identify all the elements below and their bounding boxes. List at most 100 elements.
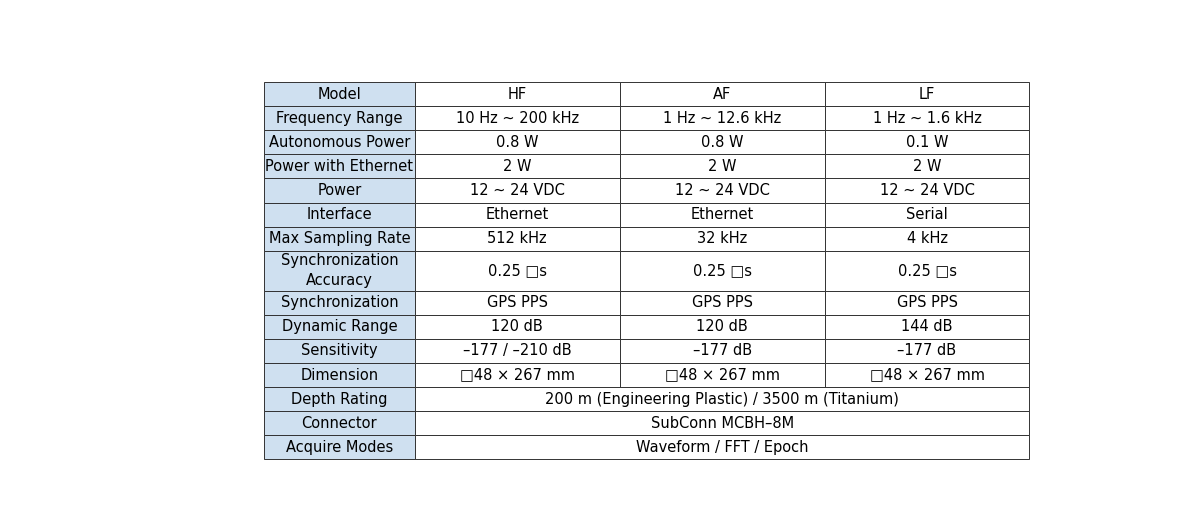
Bar (264, 411, 415, 435)
Bar (415, 202, 620, 227)
Text: Dynamic Range: Dynamic Range (282, 319, 397, 334)
Bar (415, 227, 620, 251)
Bar (620, 339, 825, 363)
Text: 10 Hz ~ 200 kHz: 10 Hz ~ 200 kHz (456, 111, 578, 126)
Bar (415, 130, 620, 154)
Bar (415, 435, 1029, 460)
Bar (825, 130, 1029, 154)
Bar (264, 315, 415, 339)
Bar (825, 315, 1029, 339)
Text: □48 × 267 mm: □48 × 267 mm (459, 367, 575, 383)
Bar (620, 227, 825, 251)
Bar (264, 179, 415, 202)
Text: Frequency Range: Frequency Range (276, 111, 402, 126)
Text: 144 dB: 144 dB (901, 319, 953, 334)
Bar (264, 387, 415, 411)
Bar (620, 202, 825, 227)
Bar (415, 106, 620, 130)
Bar (825, 227, 1029, 251)
Text: Depth Rating: Depth Rating (292, 392, 388, 407)
Text: SubConn MCBH–8M: SubConn MCBH–8M (651, 416, 794, 431)
Bar (825, 202, 1029, 227)
Text: GPS PPS: GPS PPS (896, 295, 958, 310)
Text: Dimension: Dimension (300, 367, 378, 383)
Text: AF: AF (713, 86, 732, 102)
Text: Interface: Interface (307, 207, 372, 222)
Bar (620, 315, 825, 339)
Bar (415, 154, 620, 179)
Bar (264, 435, 415, 460)
Text: Synchronization: Synchronization (281, 295, 399, 310)
Text: 32 kHz: 32 kHz (697, 231, 747, 246)
Text: 12 ~ 24 VDC: 12 ~ 24 VDC (879, 183, 975, 198)
Bar (264, 202, 415, 227)
Text: Ethernet: Ethernet (486, 207, 549, 222)
Bar (620, 82, 825, 106)
Text: HF: HF (508, 86, 527, 102)
Bar (264, 106, 415, 130)
Text: 120 dB: 120 dB (491, 319, 543, 334)
Bar (620, 251, 825, 290)
Text: 2 W: 2 W (708, 159, 737, 174)
Bar (825, 106, 1029, 130)
Bar (264, 82, 415, 106)
Text: –177 / –210 dB: –177 / –210 dB (463, 343, 571, 358)
Bar (415, 251, 620, 290)
Text: Waveform / FFT / Epoch: Waveform / FFT / Epoch (635, 440, 808, 455)
Bar (620, 363, 825, 387)
Text: 12 ~ 24 VDC: 12 ~ 24 VDC (675, 183, 770, 198)
Text: Model: Model (318, 86, 362, 102)
Bar (264, 363, 415, 387)
Bar (620, 290, 825, 315)
Text: Acquire Modes: Acquire Modes (286, 440, 393, 455)
Bar (825, 339, 1029, 363)
Bar (415, 82, 620, 106)
Bar (620, 154, 825, 179)
Bar (264, 130, 415, 154)
Text: 0.25 □s: 0.25 □s (488, 263, 546, 278)
Bar (415, 339, 620, 363)
Text: Power: Power (318, 183, 362, 198)
Text: 120 dB: 120 dB (696, 319, 749, 334)
Text: –177 dB: –177 dB (693, 343, 752, 358)
Bar (825, 82, 1029, 106)
Text: 2 W: 2 W (913, 159, 941, 174)
Bar (264, 290, 415, 315)
Text: 1 Hz ~ 1.6 kHz: 1 Hz ~ 1.6 kHz (872, 111, 982, 126)
Text: 12 ~ 24 VDC: 12 ~ 24 VDC (470, 183, 565, 198)
Text: –177 dB: –177 dB (897, 343, 957, 358)
Text: 0.8 W: 0.8 W (701, 135, 744, 150)
Bar (415, 315, 620, 339)
Bar (825, 251, 1029, 290)
Bar (415, 179, 620, 202)
Text: 1 Hz ~ 12.6 kHz: 1 Hz ~ 12.6 kHz (663, 111, 782, 126)
Text: 0.25 □s: 0.25 □s (693, 263, 752, 278)
Bar (264, 227, 415, 251)
Text: LF: LF (919, 86, 935, 102)
Text: 200 m (Engineering Plastic) / 3500 m (Titanium): 200 m (Engineering Plastic) / 3500 m (Ti… (545, 392, 900, 407)
Bar (825, 363, 1029, 387)
Text: 2 W: 2 W (503, 159, 532, 174)
Text: 4 kHz: 4 kHz (907, 231, 947, 246)
Text: Max Sampling Rate: Max Sampling Rate (269, 231, 411, 246)
Text: 512 kHz: 512 kHz (488, 231, 547, 246)
Text: □48 × 267 mm: □48 × 267 mm (870, 367, 984, 383)
Text: 0.8 W: 0.8 W (496, 135, 539, 150)
Text: Autonomous Power: Autonomous Power (269, 135, 411, 150)
Bar (415, 387, 1029, 411)
Bar (825, 154, 1029, 179)
Bar (825, 179, 1029, 202)
Text: Connector: Connector (301, 416, 377, 431)
Bar (620, 130, 825, 154)
Bar (825, 290, 1029, 315)
Bar (415, 290, 620, 315)
Text: Sensitivity: Sensitivity (301, 343, 377, 358)
Text: 0.1 W: 0.1 W (906, 135, 948, 150)
Text: GPS PPS: GPS PPS (691, 295, 752, 310)
Text: Serial: Serial (906, 207, 948, 222)
Text: 0.25 □s: 0.25 □s (897, 263, 957, 278)
Bar (620, 106, 825, 130)
Bar (264, 251, 415, 290)
Text: Power with Ethernet: Power with Ethernet (265, 159, 413, 174)
Bar (264, 154, 415, 179)
